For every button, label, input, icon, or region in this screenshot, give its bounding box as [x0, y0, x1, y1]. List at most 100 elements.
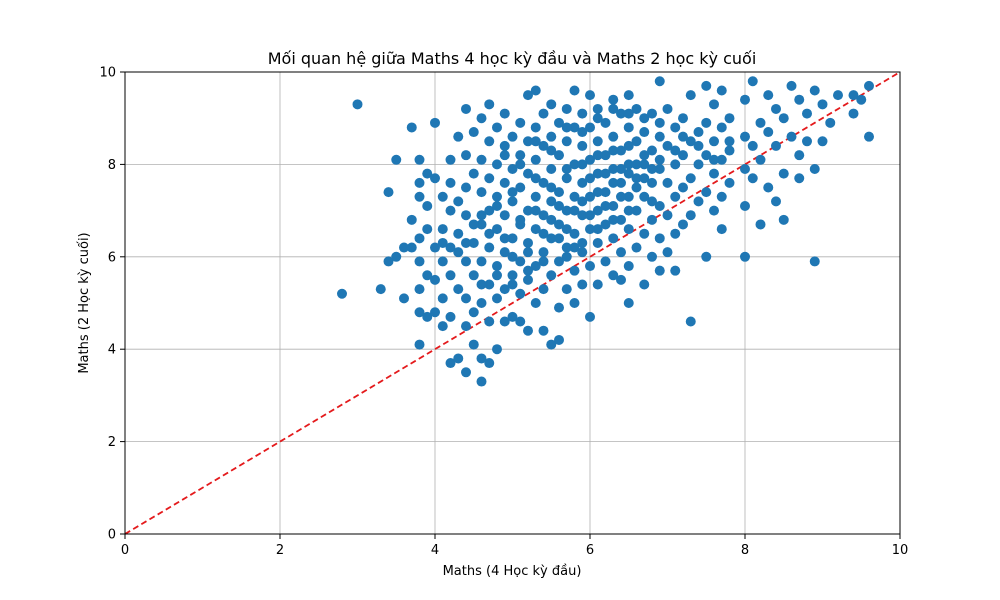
data-point — [678, 150, 688, 161]
data-point — [523, 274, 533, 285]
data-point — [623, 224, 634, 235]
data-point — [461, 367, 471, 378]
data-point — [476, 298, 487, 308]
data-point — [523, 237, 533, 248]
data-point — [608, 214, 619, 225]
data-point — [585, 261, 595, 272]
data-point — [422, 311, 433, 322]
data-point — [724, 177, 735, 188]
data-point — [763, 127, 774, 138]
data-point — [453, 284, 464, 295]
data-point — [794, 173, 805, 184]
y-tick-label: 10 — [99, 66, 116, 81]
data-point — [523, 205, 533, 216]
data-point — [685, 316, 696, 327]
data-point — [515, 182, 526, 193]
data-point — [585, 191, 595, 202]
data-point — [453, 353, 464, 364]
data-point — [577, 177, 588, 188]
data-point — [654, 117, 665, 128]
data-point — [809, 256, 820, 267]
data-point — [499, 233, 510, 244]
data-point — [461, 182, 471, 193]
data-point — [716, 85, 727, 96]
data-point — [623, 298, 634, 308]
data-point — [375, 284, 386, 295]
data-point — [352, 99, 363, 110]
y-tick-label: 0 — [108, 528, 116, 543]
data-point — [631, 242, 642, 253]
data-point — [468, 127, 479, 138]
data-point — [701, 187, 712, 198]
data-point — [592, 187, 603, 198]
data-point — [771, 140, 781, 151]
data-point — [716, 122, 727, 133]
data-point — [461, 256, 471, 267]
data-point — [561, 251, 572, 262]
data-point — [747, 76, 758, 87]
data-point — [809, 85, 820, 96]
data-point — [538, 256, 549, 267]
data-point — [453, 196, 464, 207]
data-point — [523, 90, 533, 101]
data-point — [507, 164, 518, 175]
data-point — [523, 265, 533, 276]
data-point — [554, 302, 564, 313]
data-point — [561, 205, 572, 216]
data-point — [600, 200, 611, 211]
data-point — [414, 284, 425, 295]
data-point — [546, 99, 557, 110]
data-point — [422, 200, 433, 211]
data-point — [693, 127, 704, 138]
data-point — [592, 168, 603, 179]
data-point — [747, 173, 758, 184]
data-point — [499, 210, 510, 221]
data-point — [647, 108, 657, 119]
data-point — [833, 90, 843, 101]
data-point — [569, 191, 580, 202]
data-point — [523, 247, 533, 258]
data-point — [383, 256, 394, 267]
data-point — [747, 140, 758, 151]
data-point — [670, 265, 681, 276]
data-point — [623, 90, 634, 101]
data-point — [538, 325, 549, 336]
data-point — [608, 103, 619, 114]
data-point — [515, 150, 526, 161]
data-point — [515, 316, 526, 327]
data-point — [631, 103, 642, 114]
data-point — [476, 154, 487, 165]
data-point — [577, 159, 588, 170]
data-point — [406, 122, 417, 133]
data-point — [499, 316, 510, 327]
data-point — [662, 103, 673, 114]
data-point — [701, 251, 712, 262]
data-point — [577, 237, 588, 248]
data-point — [461, 293, 471, 304]
data-point — [538, 177, 549, 188]
data-point — [538, 228, 549, 239]
data-point — [709, 99, 719, 110]
data-point — [445, 358, 456, 369]
data-point — [802, 108, 812, 119]
y-axis-label: Maths (2 Học kỳ cuối) — [77, 232, 92, 373]
data-point — [639, 228, 650, 239]
data-point — [647, 196, 657, 207]
data-point — [585, 224, 595, 235]
data-point — [848, 108, 859, 119]
data-point — [461, 321, 471, 332]
data-point — [662, 177, 673, 188]
data-point — [422, 168, 433, 179]
data-point — [647, 177, 657, 188]
data-point — [399, 242, 409, 253]
data-point — [414, 154, 425, 165]
ticks-layer: 0 2 4 6 8 10 0 2 4 6 8 10 — [99, 66, 908, 559]
data-point — [693, 196, 704, 207]
data-point — [623, 159, 634, 170]
data-point — [600, 187, 611, 198]
data-point — [437, 237, 448, 248]
data-point — [623, 122, 634, 133]
data-point — [546, 196, 557, 207]
x-tick-label: 8 — [741, 543, 749, 558]
data-point — [631, 182, 642, 193]
